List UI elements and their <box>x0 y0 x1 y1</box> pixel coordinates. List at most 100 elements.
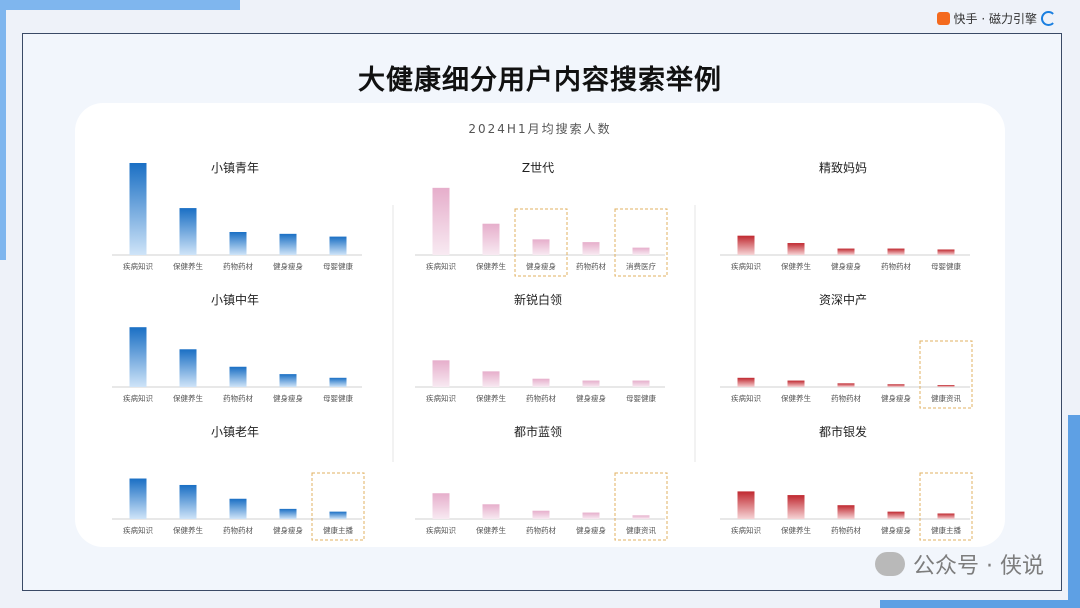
tick-label: 健身瘦身 <box>273 261 303 271</box>
tick-label: 药物药材 <box>881 261 911 271</box>
bar-4 <box>887 511 905 519</box>
tick-label: 疾病知识 <box>731 261 761 271</box>
tick-label: 保健养生 <box>476 261 506 271</box>
decorative-stripe-left <box>0 0 6 260</box>
bar-3 <box>837 383 855 387</box>
bar-4 <box>582 380 600 387</box>
highlight-box <box>919 340 973 409</box>
tick-label: 疾病知识 <box>731 393 761 403</box>
kuaishou-icon <box>936 12 950 25</box>
bar-3 <box>837 248 855 255</box>
bar-5 <box>632 247 650 255</box>
brand-logo: 快手 · 磁力引擎 <box>936 10 1056 27</box>
tick-label: 保健养生 <box>781 525 811 535</box>
bar-5 <box>937 249 955 255</box>
tick-label: 疾病知识 <box>123 261 153 271</box>
page-title: 大健康细分用户内容搜索举例 <box>358 65 722 96</box>
tick-label: 健身瘦身 <box>881 525 911 535</box>
bar-2 <box>482 504 500 519</box>
chart-title: Z世代 <box>522 161 554 175</box>
bar-3 <box>532 378 550 387</box>
tick-label: 健康主播 <box>323 525 353 535</box>
tick-label: 药物药材 <box>223 393 253 403</box>
bar-1 <box>129 163 147 255</box>
bar-5 <box>329 511 347 519</box>
bar-4 <box>582 242 600 255</box>
bar-1 <box>737 491 755 519</box>
bar-5 <box>329 377 347 387</box>
bar-2 <box>482 371 500 387</box>
chart-title: 小镇中年 <box>211 292 259 307</box>
bar-2 <box>179 349 197 387</box>
bar-2 <box>179 484 197 519</box>
highlight-box <box>514 208 568 277</box>
bar-1 <box>129 478 147 519</box>
highlight-box <box>311 472 365 541</box>
chart-title: 新锐白领 <box>514 292 562 307</box>
tick-label: 保健养生 <box>173 393 203 403</box>
bar-3 <box>229 498 247 519</box>
chart-title: 小镇老年 <box>211 425 259 439</box>
chart-title: 都市银发 <box>819 424 867 439</box>
tick-label: 药物药材 <box>223 525 253 535</box>
decorative-stripe-right <box>1068 415 1080 608</box>
highlight-box <box>614 208 668 277</box>
bar-1 <box>737 377 755 387</box>
chart-title: 都市蓝领 <box>514 424 562 439</box>
tick-label: 母婴健康 <box>626 393 656 403</box>
bar-4 <box>279 233 297 255</box>
chart-title: 精致妈妈 <box>819 161 867 175</box>
bar-5 <box>937 513 955 519</box>
bar-2 <box>787 243 805 255</box>
tick-label: 疾病知识 <box>426 393 456 403</box>
bar-5 <box>632 515 650 519</box>
highlight-box <box>919 472 973 541</box>
tick-label: 疾病知识 <box>426 525 456 535</box>
bar-2 <box>787 495 805 519</box>
logo-text: 快手 · 磁力引擎 <box>953 12 1037 26</box>
tick-label: 疾病知识 <box>123 525 153 535</box>
bar-3 <box>532 510 550 519</box>
watermark-text: 公众号 · 侠说 <box>913 554 1044 579</box>
tick-label: 健身瘦身 <box>273 525 303 535</box>
chart-title: 小镇青年 <box>211 161 259 175</box>
tick-label: 疾病知识 <box>731 525 761 535</box>
bar-5 <box>937 385 955 387</box>
bar-1 <box>737 235 755 255</box>
tick-label: 母婴健康 <box>323 261 353 271</box>
bar-2 <box>787 380 805 387</box>
tick-label: 药物药材 <box>831 525 861 535</box>
wechat-icon <box>875 552 906 576</box>
bar-4 <box>279 374 297 387</box>
decorative-stripe-bottom <box>880 600 1080 608</box>
tick-label: 药物药材 <box>526 525 556 535</box>
tick-label: 疾病知识 <box>123 393 153 403</box>
bar-2 <box>179 208 197 255</box>
tick-label: 健身瘦身 <box>576 525 606 535</box>
tick-label: 健身瘦身 <box>831 261 861 271</box>
bar-4 <box>887 248 905 255</box>
tick-label: 疾病知识 <box>426 261 456 271</box>
tick-label: 保健养生 <box>781 261 811 271</box>
bar-1 <box>432 493 450 519</box>
tick-label: 消费医疗 <box>626 261 656 271</box>
tick-label: 药物药材 <box>526 393 556 403</box>
tick-label: 母婴健康 <box>323 393 353 403</box>
chart-subtitle: 2024H1月均搜索人数 <box>468 122 612 136</box>
tick-label: 健康资讯 <box>931 393 961 403</box>
tick-label: 药物药材 <box>576 261 606 271</box>
tick-label: 母婴健康 <box>931 261 961 271</box>
bar-3 <box>532 239 550 255</box>
tick-label: 药物药材 <box>223 261 253 271</box>
tick-label: 健身瘦身 <box>273 393 303 403</box>
bar-4 <box>279 508 297 519</box>
watermark: 公众号 · 侠说 <box>875 548 1044 580</box>
tick-label: 保健养生 <box>173 525 203 535</box>
